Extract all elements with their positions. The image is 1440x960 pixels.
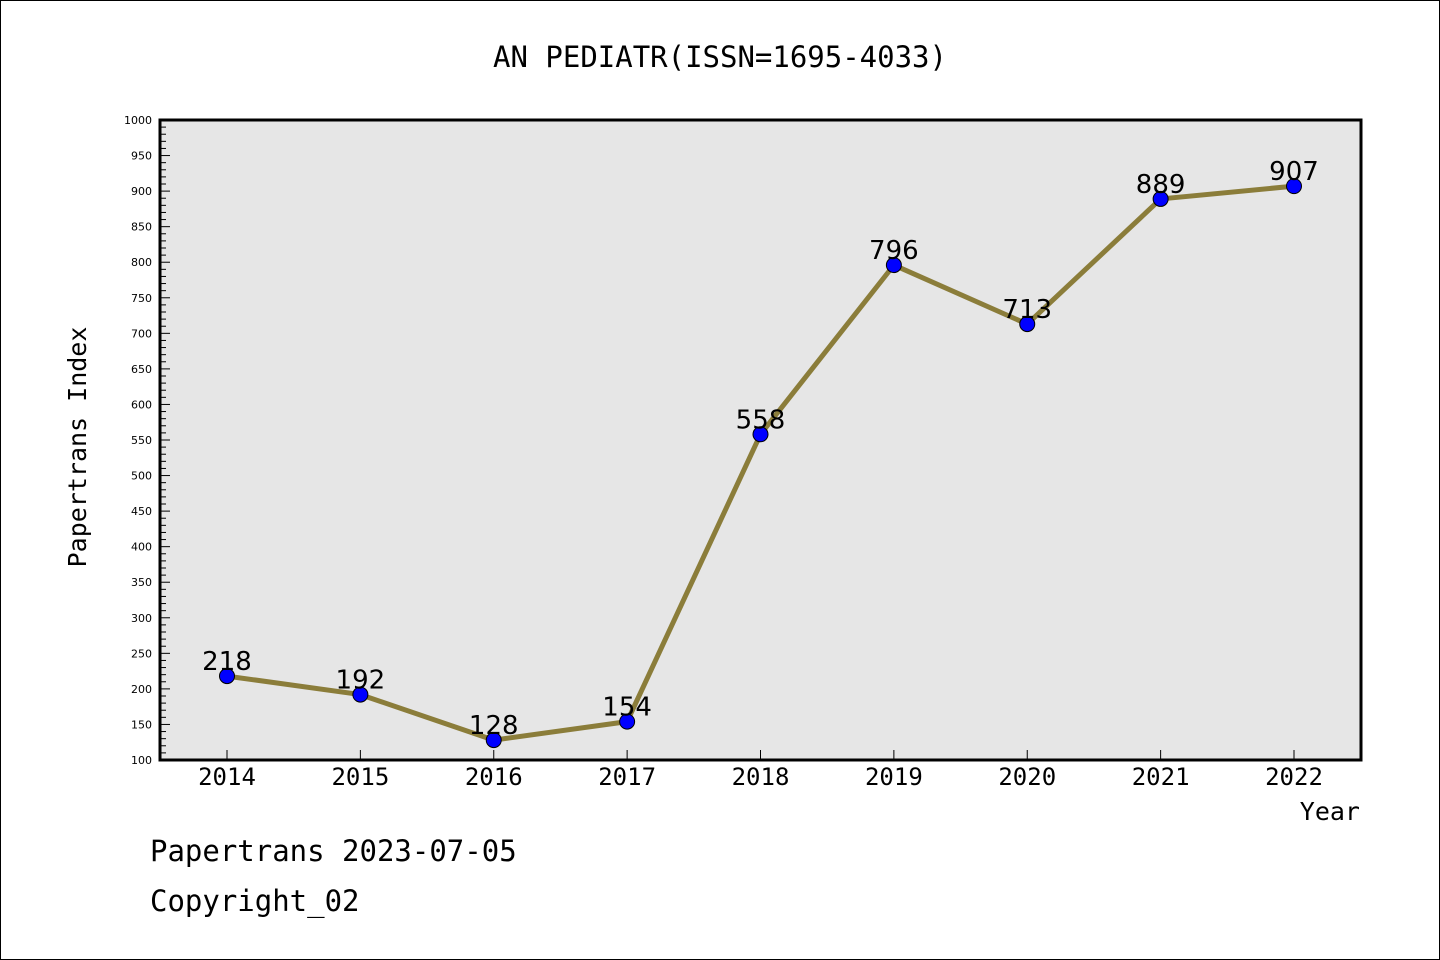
data-point	[1152, 190, 1169, 207]
y-axis-ticks: 100 150 200 250 300 350 400 450 500 550 600 650 700 7…	[124, 114, 170, 767]
data-label: 218	[202, 647, 252, 677]
x-tick-label: 2018	[732, 763, 790, 791]
y-tick-label: 900	[131, 185, 152, 198]
y-tick-label: 150	[131, 718, 152, 731]
data-label: 889	[1136, 170, 1186, 200]
x-tick-label: 2020	[998, 763, 1056, 791]
plot-border	[158, 118, 1363, 762]
y-tick-label: 850	[131, 221, 152, 234]
data-point	[885, 257, 902, 274]
data-label: 713	[1002, 295, 1052, 325]
y-tick-label: 550	[131, 434, 152, 447]
data-label: 558	[736, 405, 786, 435]
data-label: 907	[1269, 157, 1319, 187]
x-tick-label: 2015	[331, 763, 389, 791]
data-point	[752, 426, 769, 443]
chart-title: AN PEDIATR(ISSN=1695-4033)	[493, 40, 947, 74]
x-tick-label: 2016	[465, 763, 523, 791]
y-axis-label: Papertrans Index	[63, 327, 92, 568]
y-tick-label: 350	[131, 576, 152, 589]
data-label: 796	[869, 236, 919, 266]
x-axis-label: Year	[1300, 797, 1360, 826]
y-tick-label: 400	[131, 541, 152, 554]
data-labels: 218 192 128 154 558 796 713 889 907	[202, 157, 1319, 741]
data-label: 192	[336, 666, 386, 696]
y-tick-label: 1000	[124, 114, 152, 127]
data-label: 128	[469, 711, 519, 741]
data-label: 154	[602, 693, 652, 723]
y-tick-label: 200	[131, 683, 152, 696]
x-tick-label: 2022	[1265, 763, 1323, 791]
y-tick-label: 100	[131, 754, 152, 767]
x-axis-ticks: 2014 2015 2016 2017 2018 2019 2020 2021 2022	[198, 750, 1323, 791]
data-point	[1286, 178, 1302, 195]
footer-copyright: Copyright_02	[150, 884, 360, 918]
data-point	[485, 732, 502, 749]
y-tick-label: 800	[131, 256, 152, 269]
series-markers	[219, 178, 1302, 749]
x-tick-label: 2019	[865, 763, 923, 791]
y-tick-label: 750	[131, 292, 152, 305]
x-tick-label: 2014	[198, 763, 256, 791]
footer-date: Papertrans 2023-07-05	[150, 834, 517, 868]
y-tick-label: 600	[131, 398, 152, 411]
data-point	[619, 713, 636, 730]
data-point	[219, 668, 235, 685]
x-tick-label: 2017	[598, 763, 656, 791]
y-tick-label: 300	[131, 612, 152, 625]
data-point	[352, 686, 369, 703]
y-tick-label: 500	[131, 470, 152, 483]
data-point	[1019, 316, 1036, 333]
x-tick-label: 2021	[1132, 763, 1190, 791]
y-tick-label: 700	[131, 327, 152, 340]
y-tick-label: 450	[131, 505, 152, 518]
y-tick-label: 250	[131, 647, 152, 660]
y-tick-label: 650	[131, 363, 152, 376]
y-tick-label: 950	[131, 150, 152, 163]
